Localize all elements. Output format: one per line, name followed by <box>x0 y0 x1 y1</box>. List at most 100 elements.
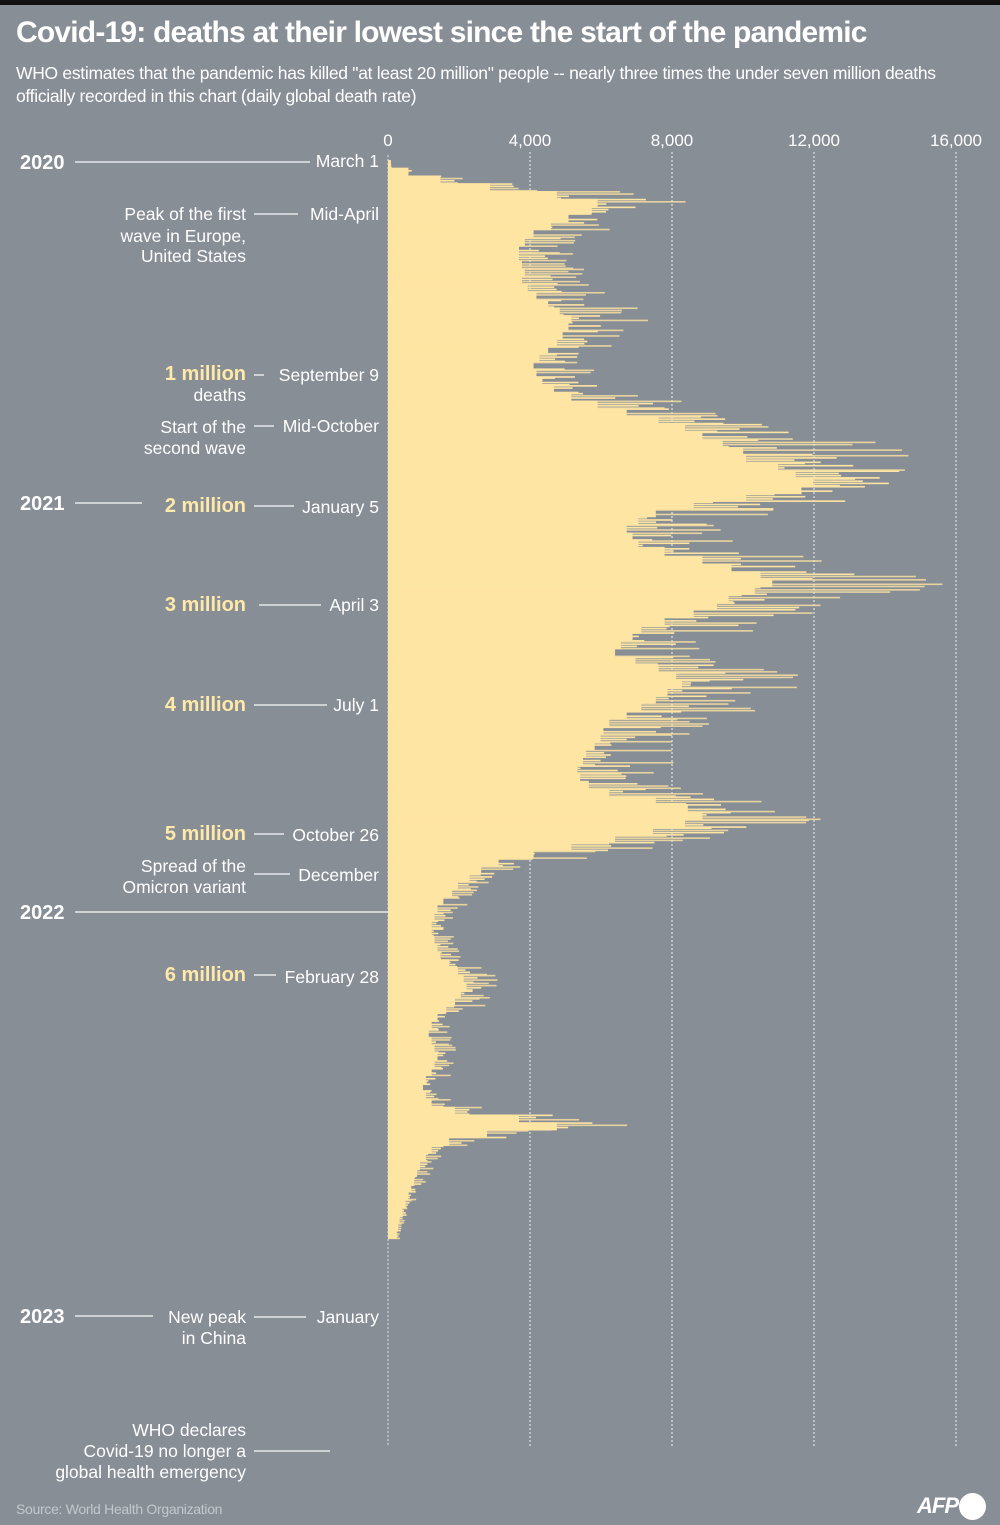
bar-day <box>388 1184 415 1186</box>
bar-day <box>388 1191 416 1193</box>
bar-day <box>388 1204 408 1206</box>
bar-day <box>388 987 482 989</box>
bar-day <box>388 1219 405 1222</box>
bar-week <box>388 555 703 564</box>
bar-day <box>388 579 926 581</box>
milestone-4-million: 4 million <box>165 694 246 716</box>
bar-day <box>388 428 740 430</box>
bar-day <box>388 260 521 263</box>
bar-week <box>388 206 592 215</box>
bar-day <box>388 612 813 614</box>
bar-week <box>388 299 549 308</box>
bar-day <box>388 589 920 591</box>
bar-day <box>388 585 925 588</box>
bar-day <box>388 1178 424 1181</box>
bar-day <box>388 697 669 700</box>
bar-week <box>388 672 677 681</box>
bar-day <box>388 562 694 565</box>
bar-day <box>388 616 709 619</box>
bar-day <box>388 513 768 516</box>
bar-day <box>388 1165 426 1168</box>
bar-week <box>388 625 642 634</box>
bar-day <box>388 1136 507 1139</box>
bar-week <box>388 819 685 828</box>
bar-day <box>388 1049 456 1051</box>
bar-day <box>388 402 654 405</box>
leader-lines <box>75 161 388 1452</box>
bar-day <box>388 237 561 240</box>
bar-day <box>388 796 691 798</box>
bar-week <box>388 982 467 991</box>
bar-day <box>388 177 463 180</box>
bar-day <box>388 793 703 795</box>
bar-week <box>388 827 653 836</box>
bar-day <box>388 531 613 533</box>
bar-day <box>388 734 673 736</box>
bar-day <box>388 381 579 384</box>
bar-week <box>388 1005 447 1014</box>
bar-day <box>388 1222 405 1224</box>
bar-day <box>388 379 543 382</box>
date-label: October 26 <box>292 825 379 845</box>
bar-day <box>388 852 535 855</box>
bar-week <box>388 1122 557 1131</box>
bar-day <box>388 765 631 767</box>
bar-day <box>388 160 391 162</box>
bar-day <box>388 640 645 642</box>
bar-day <box>388 433 686 436</box>
bar-day <box>388 461 821 464</box>
bar-day <box>388 873 481 876</box>
bar-day <box>388 664 714 667</box>
bar-day <box>388 554 659 557</box>
bar-day <box>388 927 444 929</box>
bar-day <box>388 436 748 438</box>
bar-week <box>388 1137 450 1146</box>
bar-day <box>388 1128 552 1131</box>
bar-week <box>388 198 598 207</box>
bar-day <box>388 354 557 356</box>
bar-day <box>388 783 638 785</box>
bar-day <box>388 841 655 844</box>
bar-day <box>388 575 916 578</box>
bar-day <box>388 826 747 828</box>
bar-day <box>388 249 539 252</box>
year-label: 2023 <box>20 1306 65 1328</box>
bar-day <box>388 1070 431 1072</box>
bar-day <box>388 617 661 620</box>
bar-day <box>388 567 722 570</box>
bar-week <box>388 548 665 557</box>
bar-day <box>388 989 473 991</box>
bar-day <box>388 1005 455 1008</box>
bar-day <box>388 229 523 232</box>
bar-day <box>388 573 855 576</box>
bar-day <box>388 994 484 997</box>
bar-day <box>388 1113 470 1116</box>
bar-week <box>388 478 814 487</box>
bar-day <box>388 1147 441 1150</box>
bar-week <box>388 229 534 238</box>
bar-day <box>388 422 724 425</box>
bar-day <box>388 222 585 224</box>
bar-day <box>388 1091 431 1093</box>
bar-day <box>388 439 759 441</box>
bar-day <box>388 259 567 262</box>
bar-day <box>388 881 489 884</box>
bar-day <box>388 1192 409 1194</box>
note-who: global health emergency <box>55 1462 246 1482</box>
bar-day <box>388 720 690 723</box>
bar-day <box>388 407 665 409</box>
note-first-wave: wave in Europe, <box>120 226 247 246</box>
bar-week <box>388 904 438 914</box>
bar-day <box>388 684 691 686</box>
bar-day <box>388 418 726 420</box>
bar-week <box>388 160 391 169</box>
date-label: March 1 <box>316 151 379 171</box>
bar-day <box>388 338 585 341</box>
bar-week <box>388 617 665 626</box>
bar-day <box>388 632 675 634</box>
bar-day <box>388 451 718 454</box>
bar-day <box>388 977 478 979</box>
bar-day <box>388 511 654 514</box>
bar-day <box>388 651 615 653</box>
bar-day <box>388 795 677 797</box>
